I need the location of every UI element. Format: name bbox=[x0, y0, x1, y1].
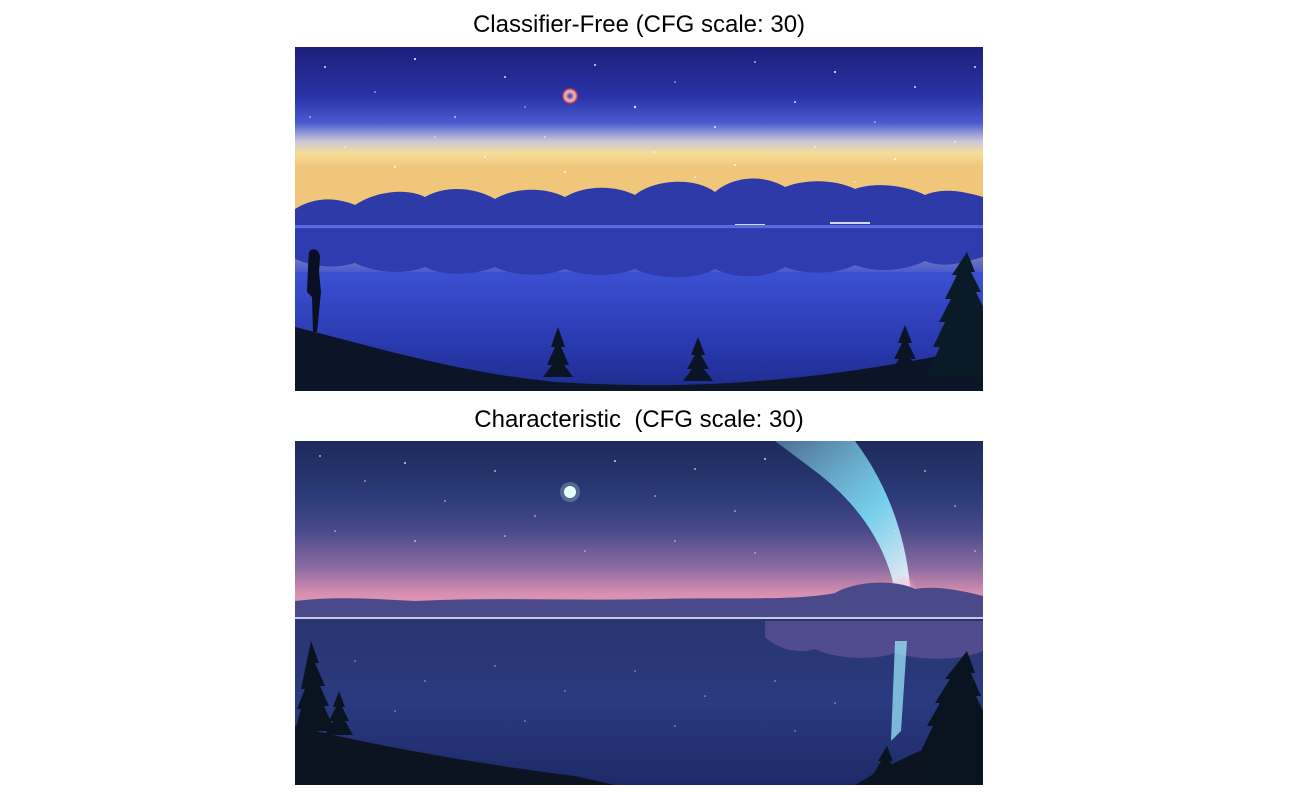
foreground-ground bbox=[295, 327, 983, 391]
foreground-ground bbox=[295, 726, 615, 785]
tree-silhouette bbox=[915, 651, 983, 785]
moon bbox=[564, 486, 576, 498]
star-field bbox=[309, 57, 976, 183]
classifier-free-image bbox=[295, 47, 983, 391]
hills-silhouette bbox=[295, 582, 983, 617]
tree-silhouette bbox=[925, 252, 983, 377]
characteristic-image bbox=[295, 441, 983, 785]
person-silhouette bbox=[307, 249, 321, 332]
comet-trail bbox=[775, 441, 910, 591]
tree-silhouette bbox=[543, 327, 573, 377]
tree-silhouette bbox=[295, 641, 335, 731]
star-field bbox=[319, 455, 976, 554]
panel-title-classifier-free: Classifier-Free (CFG scale: 30) bbox=[472, 11, 806, 38]
tree-silhouette bbox=[683, 337, 713, 381]
moon bbox=[561, 87, 579, 105]
panel-title-characteristic: Characteristic (CFG scale: 30) bbox=[474, 406, 804, 433]
hills-silhouette bbox=[295, 178, 983, 227]
